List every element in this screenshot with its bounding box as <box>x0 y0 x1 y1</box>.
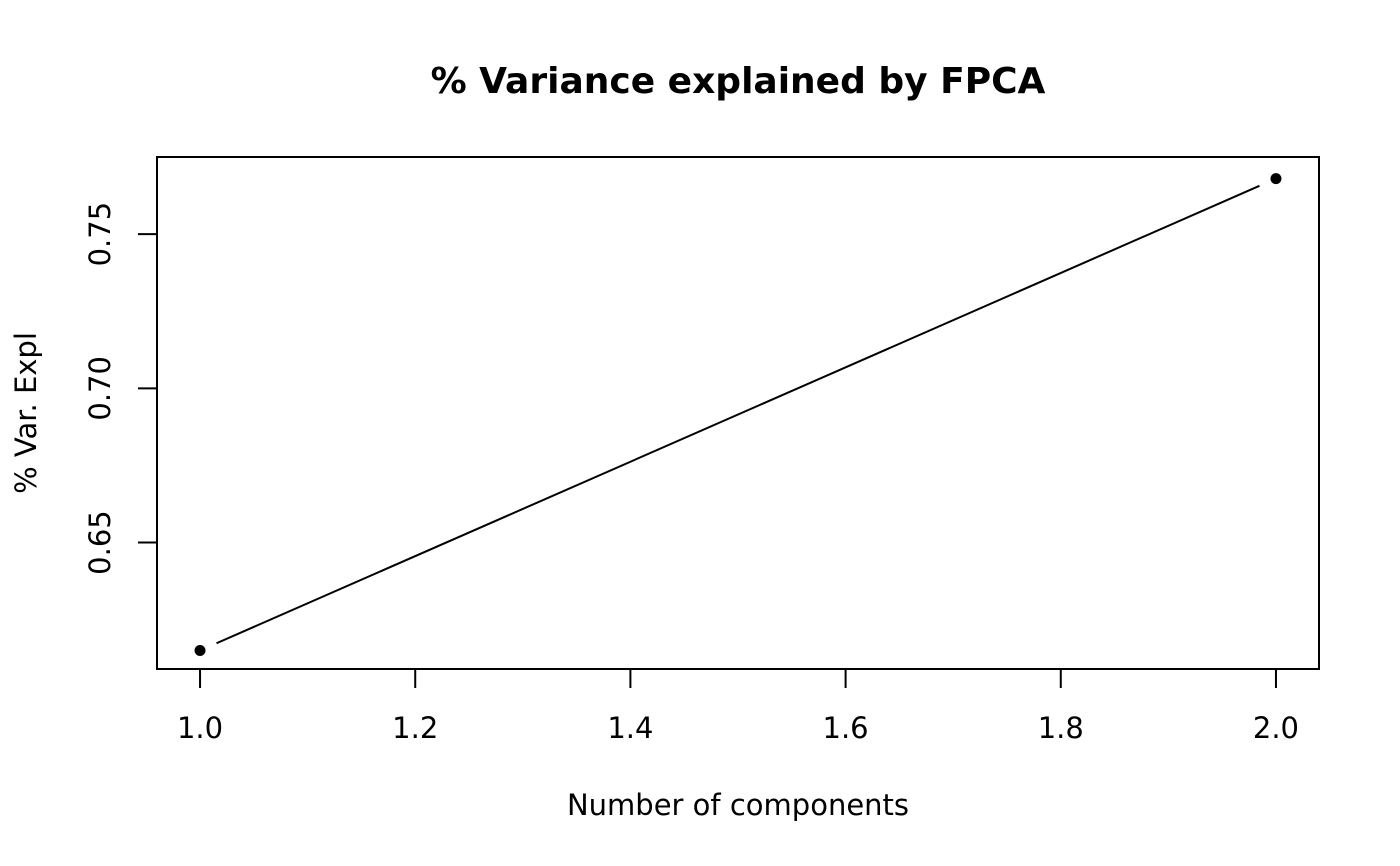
x-tick-label: 1.4 <box>607 711 653 745</box>
x-axis-label: Number of components <box>567 788 909 822</box>
data-point <box>1270 173 1282 185</box>
x-tick-label: 1.8 <box>1038 711 1084 745</box>
y-axis-label: % Var. Expl <box>9 332 43 494</box>
x-axis: 1.0 1.2 1.4 1.6 1.8 2.0 <box>177 669 1299 745</box>
x-tick-label: 1.6 <box>823 711 869 745</box>
chart-title: % Variance explained by FPCA <box>431 61 1046 102</box>
x-tick-label: 1.2 <box>392 711 438 745</box>
y-tick-label: 0.70 <box>83 356 117 421</box>
x-tick-label: 1.0 <box>177 711 223 745</box>
y-tick-label: 0.65 <box>83 510 117 575</box>
y-tick-label: 0.75 <box>83 202 117 267</box>
series-line-segment <box>216 184 1260 645</box>
series-layer <box>194 173 1282 656</box>
x-tick-label: 2.0 <box>1253 711 1299 745</box>
plot-frame <box>156 156 1320 670</box>
data-point <box>194 644 206 656</box>
y-axis: 0.65 0.70 0.75 <box>83 202 157 575</box>
